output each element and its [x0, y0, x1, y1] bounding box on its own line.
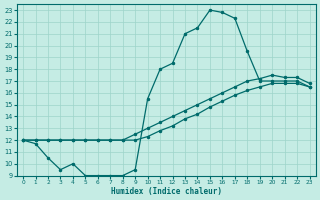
X-axis label: Humidex (Indice chaleur): Humidex (Indice chaleur) — [111, 187, 222, 196]
